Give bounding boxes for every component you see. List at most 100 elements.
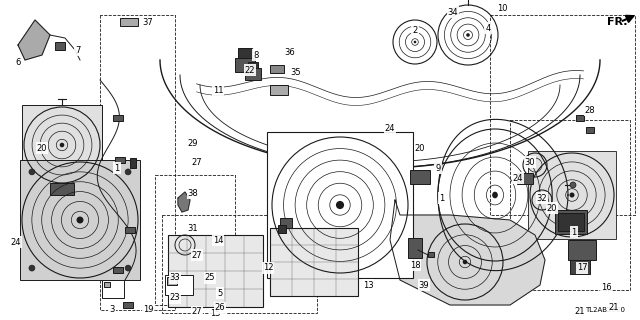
Circle shape bbox=[29, 265, 35, 271]
Bar bbox=[162, 215, 317, 313]
Text: 21: 21 bbox=[575, 308, 585, 316]
Bar bbox=[104, 282, 110, 287]
Text: 24: 24 bbox=[11, 237, 21, 246]
Text: 20: 20 bbox=[36, 143, 47, 153]
Ellipse shape bbox=[466, 33, 470, 37]
Bar bbox=[410, 170, 430, 184]
Bar bbox=[155, 175, 235, 305]
Text: 27: 27 bbox=[192, 308, 202, 316]
Text: 19: 19 bbox=[143, 306, 153, 315]
Text: 25: 25 bbox=[205, 274, 215, 283]
Text: 11: 11 bbox=[212, 85, 223, 94]
Bar bbox=[245, 68, 261, 80]
Bar bbox=[568, 240, 596, 260]
Ellipse shape bbox=[492, 192, 498, 198]
Bar bbox=[517, 173, 533, 184]
Bar bbox=[555, 210, 587, 234]
Text: TL2AB1600: TL2AB1600 bbox=[585, 307, 625, 313]
Text: 27: 27 bbox=[192, 251, 202, 260]
Bar bbox=[22, 105, 102, 185]
Text: 6: 6 bbox=[15, 58, 20, 67]
Text: 12: 12 bbox=[263, 263, 273, 273]
Text: 34: 34 bbox=[448, 7, 458, 17]
Text: 36: 36 bbox=[285, 47, 296, 57]
Bar bbox=[125, 227, 135, 233]
Text: 31: 31 bbox=[188, 223, 198, 233]
Bar bbox=[20, 160, 140, 280]
Text: 37: 37 bbox=[143, 18, 154, 27]
Bar bbox=[270, 228, 358, 296]
Text: 9: 9 bbox=[435, 164, 440, 172]
Text: 39: 39 bbox=[419, 281, 429, 290]
Polygon shape bbox=[178, 192, 190, 212]
Bar bbox=[576, 115, 584, 121]
Circle shape bbox=[125, 169, 131, 175]
Bar bbox=[267, 132, 413, 278]
Text: 8: 8 bbox=[253, 51, 259, 60]
Text: 29: 29 bbox=[188, 139, 198, 148]
Bar bbox=[490, 15, 635, 215]
Text: 27: 27 bbox=[192, 157, 202, 166]
Text: 24: 24 bbox=[513, 173, 524, 182]
Bar bbox=[528, 151, 616, 239]
Circle shape bbox=[125, 265, 131, 271]
Text: 4: 4 bbox=[485, 23, 491, 33]
Bar bbox=[120, 18, 138, 26]
Text: 18: 18 bbox=[410, 260, 420, 269]
Text: 10: 10 bbox=[497, 4, 508, 12]
Bar bbox=[270, 85, 288, 95]
Ellipse shape bbox=[463, 260, 467, 264]
Text: 38: 38 bbox=[188, 188, 198, 197]
Ellipse shape bbox=[60, 143, 64, 147]
Bar bbox=[113, 267, 123, 273]
Text: 24: 24 bbox=[385, 124, 396, 132]
Ellipse shape bbox=[413, 41, 417, 43]
Text: FR.: FR. bbox=[607, 17, 627, 27]
Bar bbox=[248, 62, 258, 68]
Bar bbox=[270, 65, 284, 73]
Bar bbox=[238, 48, 252, 58]
Text: 13: 13 bbox=[363, 281, 373, 290]
Text: 23: 23 bbox=[170, 293, 180, 302]
Bar bbox=[102, 280, 124, 298]
Text: 28: 28 bbox=[585, 106, 595, 115]
Bar bbox=[235, 58, 255, 72]
Text: 21: 21 bbox=[609, 303, 620, 313]
Polygon shape bbox=[18, 20, 50, 60]
Bar bbox=[586, 127, 594, 133]
Ellipse shape bbox=[336, 201, 344, 209]
Polygon shape bbox=[390, 200, 545, 305]
Text: 30: 30 bbox=[525, 157, 535, 166]
Text: 1: 1 bbox=[572, 228, 577, 236]
Text: 32: 32 bbox=[537, 194, 547, 203]
Bar bbox=[167, 277, 177, 285]
Text: 20: 20 bbox=[547, 204, 557, 212]
Text: 33: 33 bbox=[170, 274, 180, 283]
Bar bbox=[408, 238, 422, 258]
Text: 16: 16 bbox=[601, 284, 611, 292]
Ellipse shape bbox=[77, 217, 83, 223]
Bar bbox=[510, 120, 630, 290]
Text: 17: 17 bbox=[577, 263, 588, 273]
Text: 35: 35 bbox=[291, 68, 301, 76]
Bar bbox=[130, 158, 136, 168]
Text: 14: 14 bbox=[212, 236, 223, 244]
Text: 22: 22 bbox=[244, 66, 255, 75]
Bar bbox=[113, 115, 123, 121]
Text: 2: 2 bbox=[412, 26, 418, 35]
Text: 20: 20 bbox=[415, 143, 425, 153]
Text: 15: 15 bbox=[210, 309, 220, 318]
Circle shape bbox=[570, 182, 576, 188]
Bar bbox=[278, 225, 286, 233]
Bar bbox=[558, 213, 584, 231]
Bar bbox=[123, 302, 133, 308]
Bar bbox=[165, 275, 193, 295]
Bar bbox=[428, 252, 434, 257]
Text: 7: 7 bbox=[76, 45, 81, 54]
Ellipse shape bbox=[570, 193, 575, 197]
Bar bbox=[50, 183, 74, 195]
Bar bbox=[115, 157, 125, 163]
Bar bbox=[55, 42, 65, 50]
Text: 5: 5 bbox=[218, 289, 223, 298]
Text: 1: 1 bbox=[440, 194, 445, 203]
